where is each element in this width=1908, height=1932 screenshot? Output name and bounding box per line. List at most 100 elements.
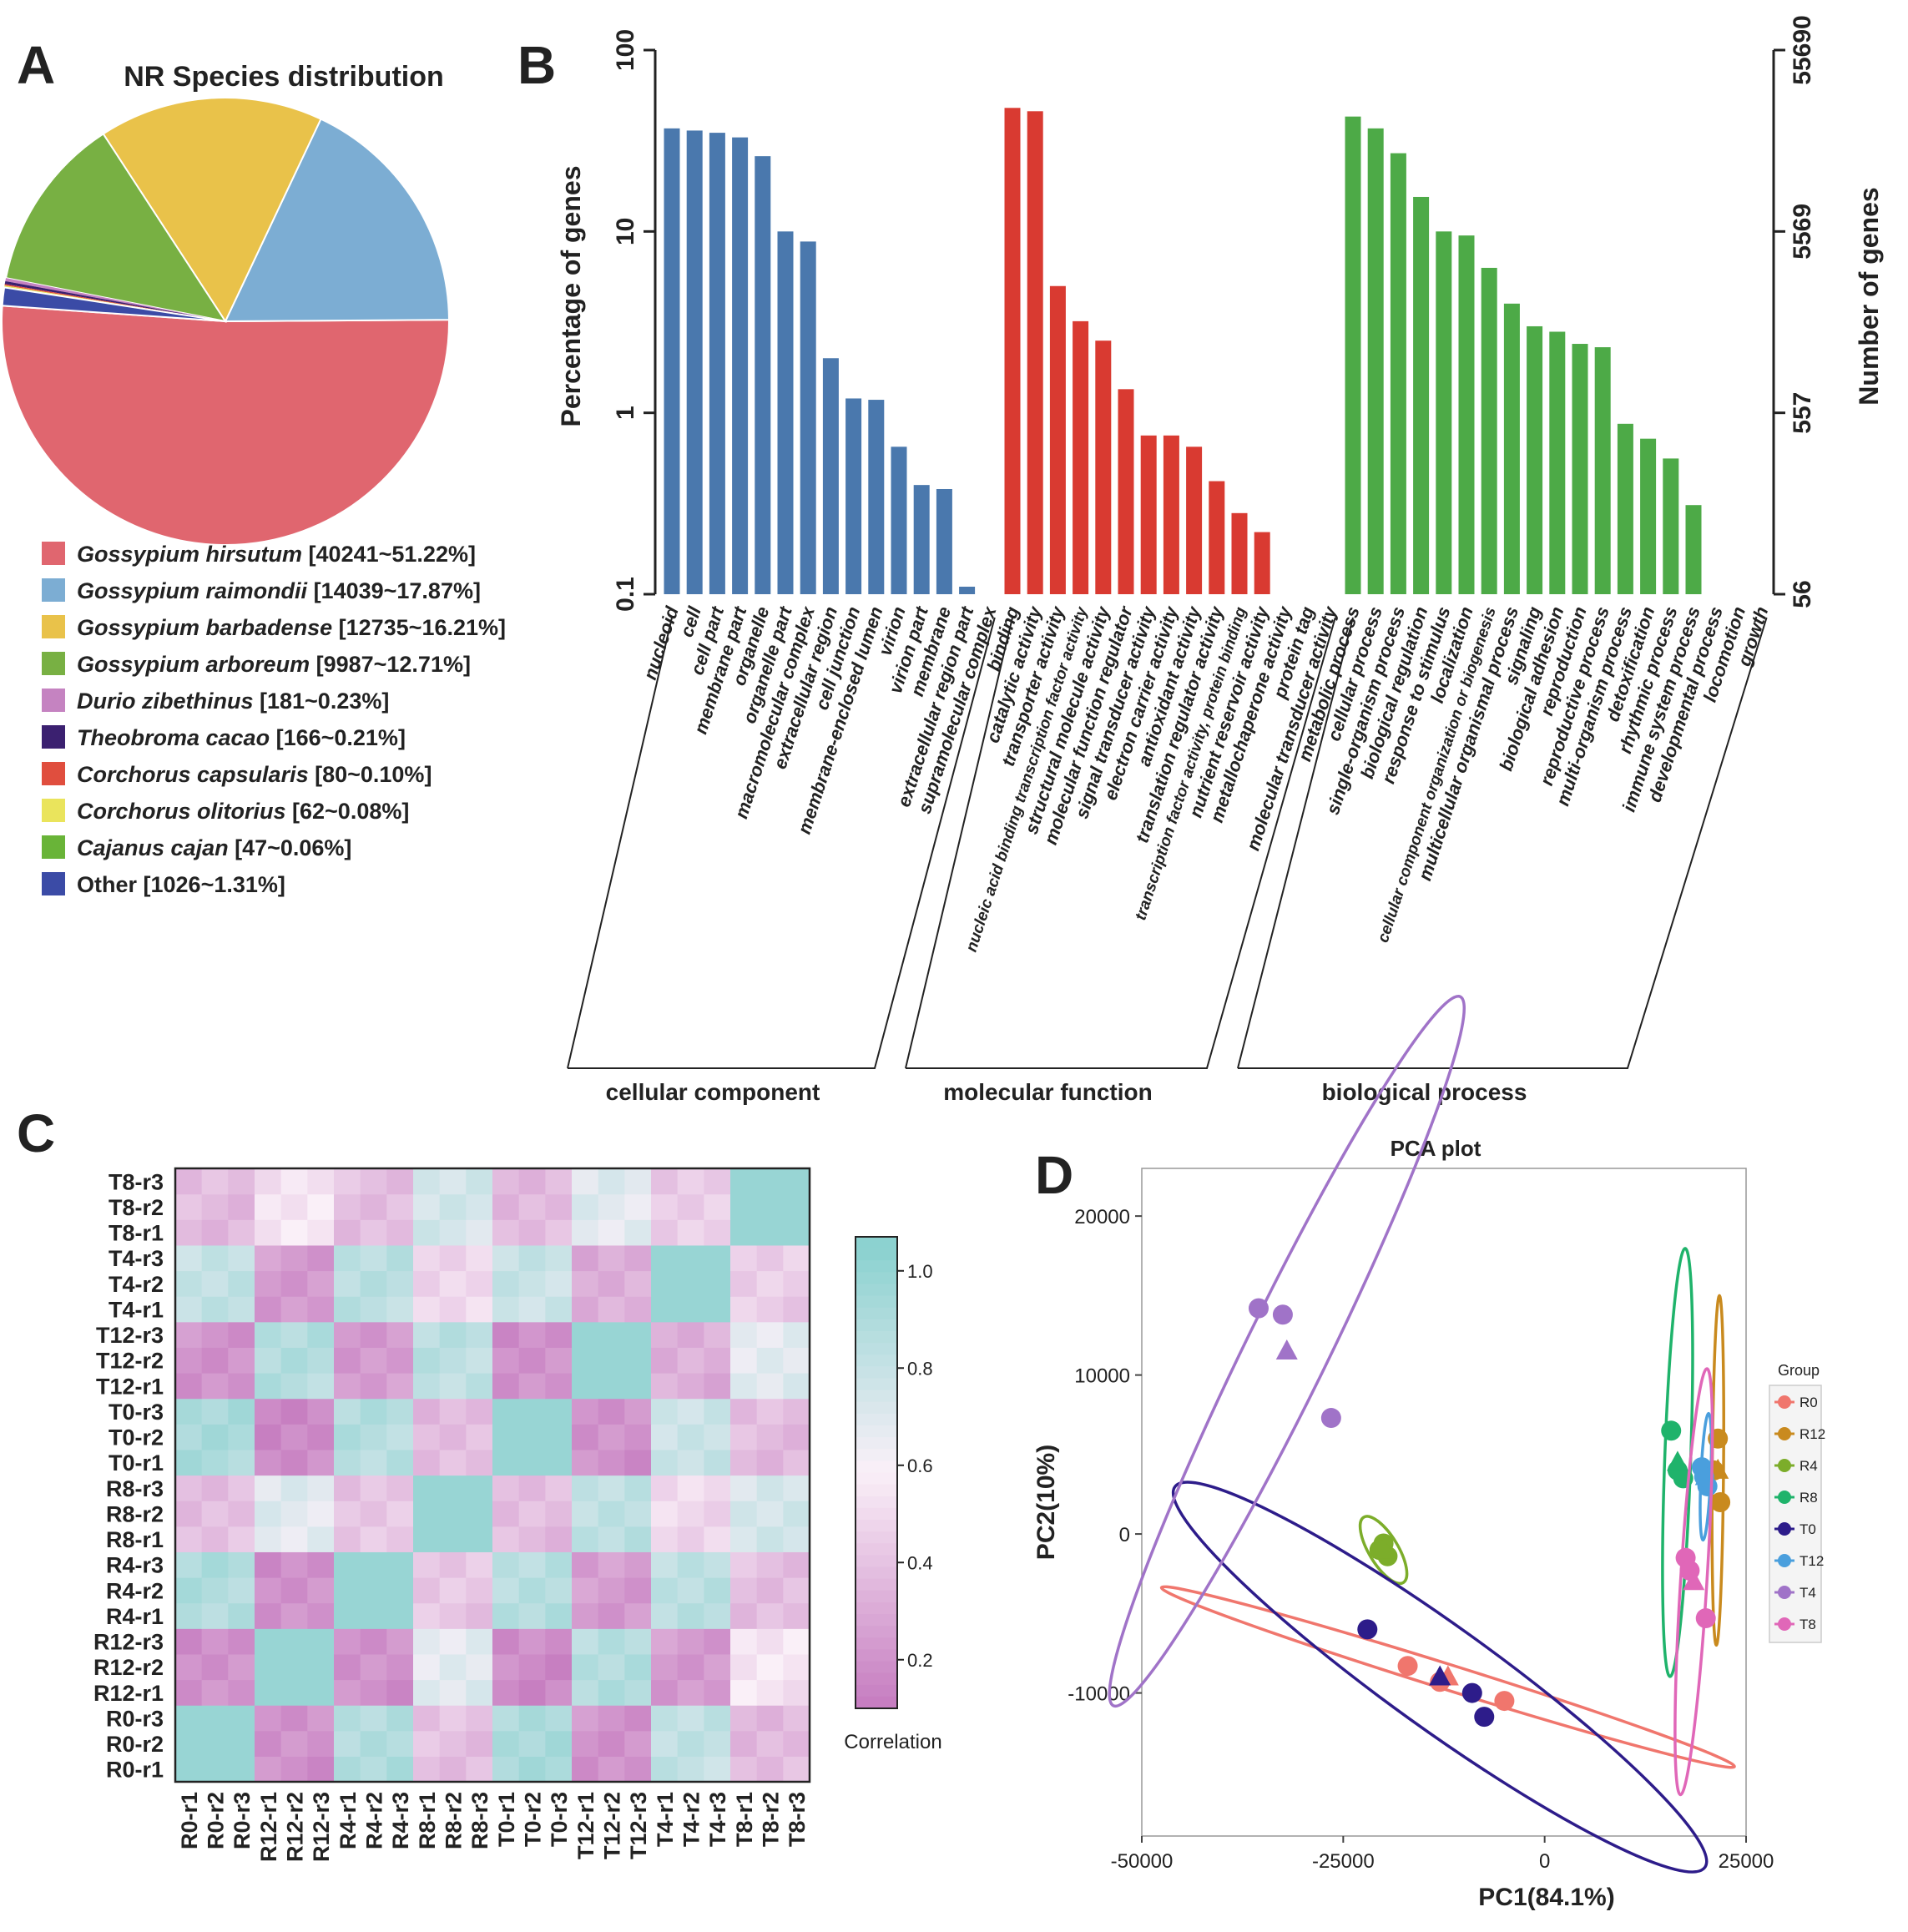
heatmap-cell <box>334 1526 361 1552</box>
heatmap-cell <box>651 1270 679 1297</box>
heatmap-cell <box>545 1705 573 1732</box>
heatmap-cell <box>756 1501 784 1527</box>
heatmap-row-label: T12-r3 <box>96 1323 164 1348</box>
heatmap-cell <box>677 1577 704 1604</box>
heatmap-cell <box>439 1628 467 1655</box>
heatmap-cell <box>624 1730 652 1757</box>
heatmap-cell <box>783 1602 810 1629</box>
heatmap-cell <box>598 1730 625 1757</box>
heatmap-row-label: T12-r2 <box>96 1349 164 1374</box>
heatmap-cell <box>439 1296 467 1323</box>
heatmap-cell <box>175 1526 203 1552</box>
heatmap-cell <box>651 1679 679 1706</box>
heatmap-cell <box>572 1296 599 1323</box>
heatmap-cell <box>677 1501 704 1527</box>
heatmap-cell <box>228 1296 255 1323</box>
heatmap-cell <box>466 1628 493 1655</box>
heatmap-cell <box>545 1501 573 1527</box>
heatmap-row-label: T12-r1 <box>96 1374 164 1399</box>
heatmap-cell <box>651 1193 679 1220</box>
legend-tick-label: 0.2 <box>907 1650 933 1671</box>
heatmap-cell <box>704 1475 731 1501</box>
heatmap-cell <box>280 1679 308 1706</box>
pie-title: NR Species distribution <box>124 61 444 93</box>
heatmap-cell <box>334 1270 361 1297</box>
heatmap-cell <box>756 1551 784 1578</box>
heatmap-cell <box>255 1373 282 1400</box>
heatmap-cell <box>255 1347 282 1374</box>
heatmap-cell <box>386 1475 414 1501</box>
legend-color-step <box>856 1578 897 1592</box>
heatmap-cell <box>334 1551 361 1578</box>
heatmap-cell <box>492 1705 520 1732</box>
heatmap-cell <box>677 1653 704 1681</box>
legend-color-step <box>856 1401 897 1415</box>
pca-legend-label-r12: R12 <box>1799 1426 1825 1442</box>
pca-point-t8 <box>1695 1608 1716 1629</box>
legend-swatch-other <box>42 872 65 895</box>
legend-color-step <box>856 1413 897 1426</box>
legend-swatch-gossypium-barbadense <box>42 615 65 638</box>
heatmap-cell <box>677 1449 704 1476</box>
heatmap-cell <box>307 1347 335 1374</box>
heatmap-cell <box>598 1526 625 1552</box>
heatmap-cell <box>334 1602 361 1629</box>
go-bar-chart-panel: 0.1 56 1 557 10 5569 100 55690 nucleoidcellcell… <box>556 15 1884 1105</box>
heatmap-cell <box>334 1730 361 1757</box>
heatmap-cell <box>704 1551 731 1578</box>
heatmap-cell <box>598 1168 625 1195</box>
heatmap-cell <box>228 1270 255 1297</box>
bar-y-axis-title: Percentage of genes <box>556 166 586 427</box>
heatmap-cell <box>307 1475 335 1501</box>
heatmap-cell <box>466 1244 493 1272</box>
bar-group-brackets: cellular component molecular function biol… <box>567 617 1768 1105</box>
heatmap-cell <box>677 1424 704 1450</box>
heatmap-cell <box>386 1398 414 1425</box>
heatmap-row-label: R4-r3 <box>106 1553 164 1578</box>
heatmap-cell <box>307 1193 335 1220</box>
heatmap-cell <box>360 1653 387 1681</box>
legend-entry-cajanus-cajan: Cajanus cajan [47~0.06%] <box>77 835 351 860</box>
heatmap-cell <box>492 1551 520 1578</box>
panel-label-c: C <box>17 1103 55 1163</box>
heatmap-cell <box>413 1577 441 1604</box>
heatmap-cell <box>386 1577 414 1604</box>
heatmap-cell <box>280 1424 308 1450</box>
heatmap-cell <box>201 1449 229 1476</box>
heatmap-cell <box>413 1168 441 1195</box>
legend-color-step <box>856 1472 897 1486</box>
heatmap-cell <box>439 1551 467 1578</box>
heatmap-cell <box>730 1551 758 1578</box>
heatmap-cell <box>228 1193 255 1220</box>
heatmap-cell <box>518 1296 546 1323</box>
heatmap-cell <box>783 1449 810 1476</box>
heatmap-cell <box>518 1475 546 1501</box>
heatmap-cell <box>413 1526 441 1552</box>
heatmap-cell <box>783 1193 810 1220</box>
heatmap-cell <box>280 1219 308 1246</box>
heatmap-cell <box>783 1730 810 1757</box>
heatmap-col-label: T0-r3 <box>547 1792 572 1847</box>
heatmap-cell <box>439 1730 467 1757</box>
bar-cell-junction <box>845 398 862 594</box>
heatmap-cell <box>518 1219 546 1246</box>
heatmap-cell <box>730 1168 758 1195</box>
heatmap-col-label: R12-r1 <box>256 1792 281 1862</box>
heatmap-cell <box>704 1296 731 1323</box>
heatmap-cell <box>466 1526 493 1552</box>
heatmap-cell <box>334 1347 361 1374</box>
pca-legend-marker-t8 <box>1778 1617 1791 1631</box>
heatmap-cell <box>413 1347 441 1374</box>
heatmap-cell <box>492 1475 520 1501</box>
heatmap-cell <box>360 1449 387 1476</box>
bar-immune-system-process <box>1685 505 1702 594</box>
heatmap-cell <box>704 1705 731 1732</box>
heatmap-cell <box>572 1526 599 1552</box>
bar-extracellular-region <box>822 358 839 594</box>
heatmap-cell <box>228 1679 255 1706</box>
heatmap-cell <box>651 1321 679 1348</box>
pie-slice-gossypium-raimondii <box>224 118 451 323</box>
heatmap-cell <box>624 1501 652 1527</box>
pca-legend-marker-r4 <box>1778 1459 1791 1472</box>
heatmap-cell <box>598 1296 625 1323</box>
